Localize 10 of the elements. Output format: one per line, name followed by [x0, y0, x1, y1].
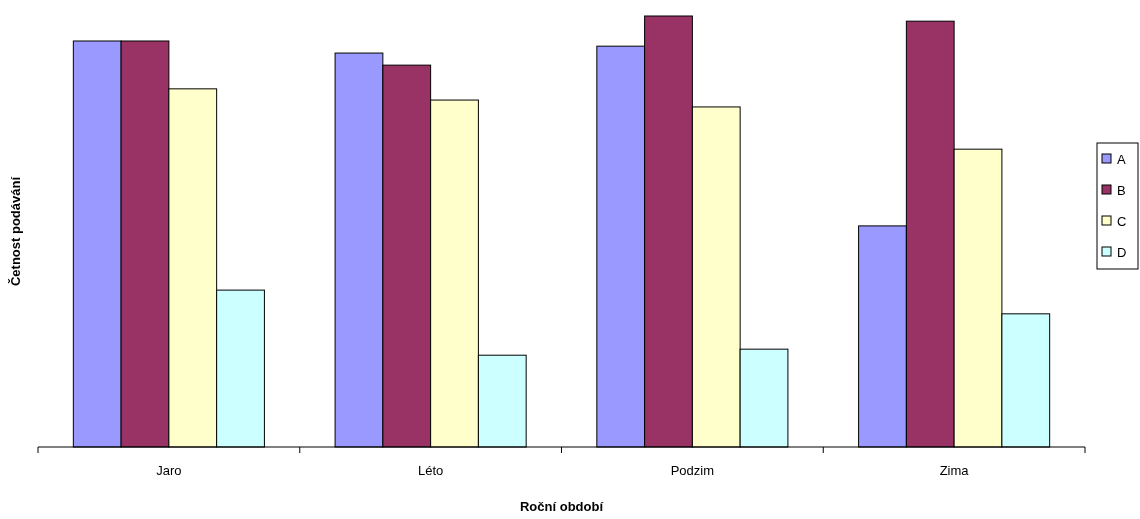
legend-label: D [1117, 245, 1127, 260]
y-axis-title: Četnost podávání [8, 176, 23, 287]
legend-label: A [1117, 152, 1126, 167]
legend-label: B [1117, 183, 1126, 198]
x-tick-label: Jaro [156, 463, 182, 478]
legend-label: C [1117, 214, 1127, 229]
x-axis-title: Roční období [519, 499, 604, 514]
x-tick-label: Léto [417, 463, 444, 478]
x-tick-label: Zima [939, 463, 970, 478]
x-tick-label: Podzim [670, 463, 715, 478]
